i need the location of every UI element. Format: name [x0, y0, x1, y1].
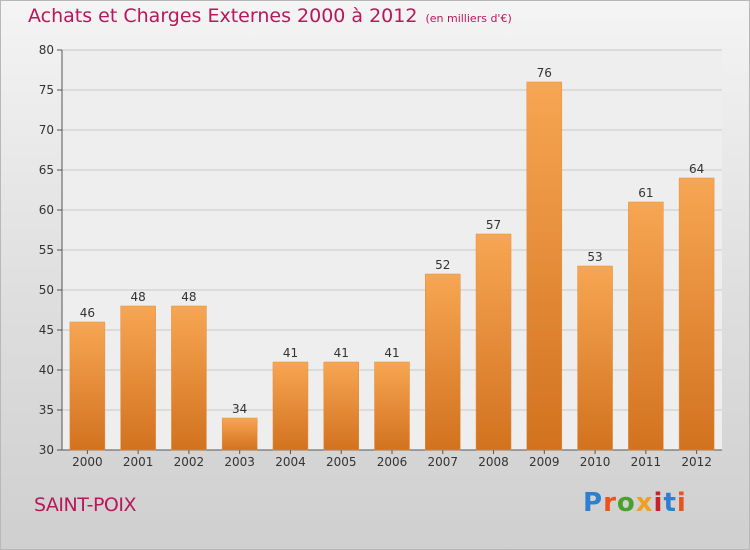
data-labels: 46 48 48 34 41 41 41 52 57 76 53 61 64	[80, 66, 705, 416]
x-tick-label-2002: 2002	[174, 455, 205, 469]
data-label-2007: 52	[435, 258, 450, 272]
chart-title-text: Achats et Charges Externes 2000 à 2012	[28, 5, 418, 27]
y-tick-label: 80	[39, 43, 54, 57]
logo-letter: P	[583, 488, 604, 518]
x-tick-label-2009: 2009	[529, 455, 560, 469]
y-tick-label: 45	[39, 323, 54, 337]
bar-2010[interactable]	[577, 265, 613, 451]
data-label-2010: 53	[587, 250, 602, 264]
bar-2004[interactable]	[272, 361, 309, 451]
x-tick-label-2003: 2003	[224, 455, 255, 469]
bar-2003[interactable]	[221, 417, 258, 451]
bar-2009[interactable]	[526, 81, 563, 451]
logo-letter: i	[653, 488, 664, 518]
x-tick-label-2011: 2011	[631, 455, 662, 469]
bar-2011[interactable]	[628, 201, 664, 451]
y-tick-label: 65	[39, 163, 54, 177]
logo-letter: t	[663, 488, 677, 518]
data-label-2011: 61	[638, 186, 653, 200]
y-tick-labels: 30 35 40 45 50 55 60 65 70 75 80	[39, 43, 54, 457]
bar-2007[interactable]	[425, 273, 461, 451]
bar-2005[interactable]	[323, 361, 359, 451]
logo-letter: x	[635, 488, 654, 518]
bar-2001[interactable]	[120, 305, 156, 451]
bar-2006[interactable]	[374, 361, 410, 451]
bar-2012[interactable]	[678, 177, 715, 451]
data-label-2005: 41	[334, 346, 349, 360]
y-tick-label: 30	[39, 443, 54, 457]
y-tick-label: 35	[39, 403, 54, 417]
logo-letter: o	[616, 488, 636, 518]
bar-2002[interactable]	[171, 305, 207, 451]
logo-letter: i	[676, 488, 687, 518]
x-tick-label-2010: 2010	[580, 455, 611, 469]
logo-letter: r	[603, 488, 617, 518]
y-tick-label: 70	[39, 123, 54, 137]
y-tick-label: 75	[39, 83, 54, 97]
x-tick-label-2004: 2004	[275, 455, 306, 469]
data-label-2000: 46	[80, 306, 95, 320]
y-tick-label: 60	[39, 203, 54, 217]
x-tick-label-2012: 2012	[681, 455, 712, 469]
data-label-2001: 48	[131, 290, 146, 304]
bars	[69, 81, 715, 451]
bar-2000[interactable]	[69, 321, 106, 451]
x-tick-label-2000: 2000	[72, 455, 103, 469]
data-label-2008: 57	[486, 218, 501, 232]
data-label-2004: 41	[283, 346, 298, 360]
data-label-2012: 64	[689, 162, 704, 176]
x-tick-label-2006: 2006	[377, 455, 408, 469]
x-tick-label-2007: 2007	[427, 455, 458, 469]
data-label-2009: 76	[537, 66, 552, 80]
chart-title: Achats et Charges Externes 2000 à 2012 (e…	[28, 5, 512, 27]
y-tick-label: 40	[39, 363, 54, 377]
data-label-2003: 34	[232, 402, 247, 416]
x-tick-label-2008: 2008	[478, 455, 509, 469]
commune-name: SAINT-POIX	[34, 494, 136, 516]
x-tick-label-2005: 2005	[326, 455, 357, 469]
proxiti-logo[interactable]: Proxiti	[583, 488, 687, 518]
x-tick-labels: 2000 2001 2002 2003 2004 2005 2006 2007 2008 2009…	[72, 455, 712, 469]
bar-2008[interactable]	[475, 233, 512, 451]
x-tick-label-2001: 2001	[123, 455, 154, 469]
data-label-2002: 48	[181, 290, 196, 304]
y-tick-label: 55	[39, 243, 54, 257]
chart-unit-label: (en milliers d'€)	[425, 12, 512, 25]
y-tick-label: 50	[39, 283, 54, 297]
data-label-2006: 41	[384, 346, 399, 360]
